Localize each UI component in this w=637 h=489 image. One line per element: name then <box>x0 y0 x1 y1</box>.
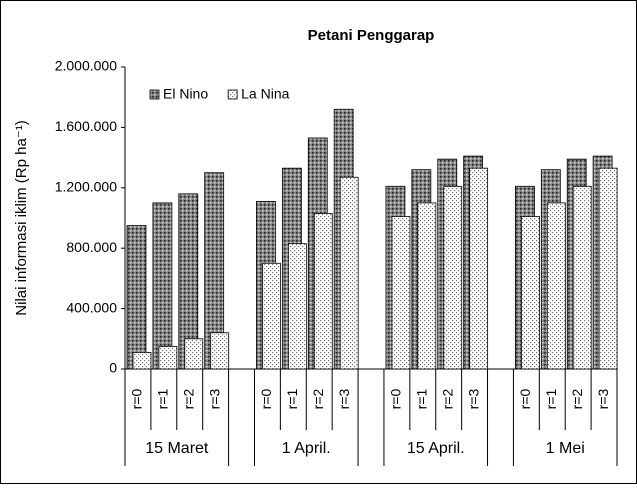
group-label: 15 April. <box>407 440 465 457</box>
x-tick-label: r=0 <box>517 388 533 409</box>
legend-swatch <box>149 89 160 100</box>
x-tick-label: r=3 <box>465 388 481 409</box>
x-tick-label: r=2 <box>439 388 455 409</box>
bar <box>184 338 204 370</box>
x-tick-label: r=0 <box>258 388 274 409</box>
x-tick-label: r=3 <box>206 388 222 409</box>
x-tick-label: r=1 <box>543 388 559 409</box>
y-tick-label: 400.000 <box>66 299 117 315</box>
bar <box>417 202 437 370</box>
bar <box>443 185 463 370</box>
bar <box>572 185 592 370</box>
chart-title: Petani Penggarap <box>308 27 435 44</box>
group-label: 15 Maret <box>145 440 209 457</box>
bar <box>210 332 230 370</box>
bar <box>313 213 333 370</box>
y-tick-label: 0 <box>109 360 117 376</box>
bar <box>262 262 281 370</box>
x-tick-label: r=2 <box>569 388 585 409</box>
bar <box>391 216 411 370</box>
bar <box>132 351 152 370</box>
legend-swatch <box>227 89 238 100</box>
bar <box>521 216 540 370</box>
y-axis-label: Nilai informasi iklim (Rp ha⁻¹) <box>13 120 30 315</box>
x-tick-label: r=3 <box>595 388 611 409</box>
x-tick-label: r=0 <box>129 388 145 409</box>
group-label: 1 Mei <box>546 440 585 457</box>
bar <box>152 202 173 370</box>
bar <box>469 167 489 370</box>
bar <box>598 167 618 370</box>
x-tick-label: r=3 <box>336 388 352 409</box>
group-label: 1 April. <box>282 440 331 457</box>
legend-label: El Nino <box>163 86 208 102</box>
x-tick-label: r=1 <box>284 388 300 409</box>
x-tick-label: r=0 <box>388 388 404 409</box>
legend-label: La Nina <box>241 86 289 102</box>
x-tick-label: r=1 <box>413 388 429 409</box>
x-tick-label: r=2 <box>180 388 196 409</box>
bar <box>287 243 307 370</box>
bar <box>546 202 566 370</box>
x-tick-label: r=1 <box>155 388 171 409</box>
bar <box>339 176 359 370</box>
y-tick-label: 1.600.000 <box>55 118 117 134</box>
y-tick-label: 2.000.000 <box>55 58 117 74</box>
x-tick-label: r=2 <box>310 388 326 409</box>
y-tick-label: 1.200.000 <box>55 179 117 195</box>
y-tick-label: 800.000 <box>66 239 117 255</box>
bar <box>158 345 178 370</box>
bar <box>126 225 147 370</box>
